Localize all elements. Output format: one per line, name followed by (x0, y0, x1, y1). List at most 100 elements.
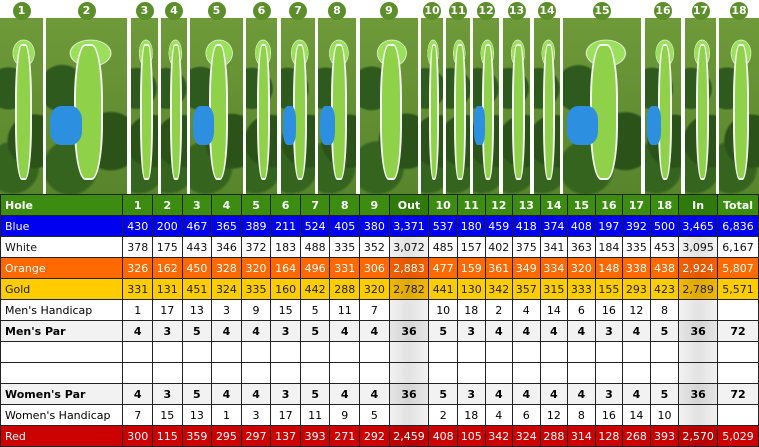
table-cell[interactable] (484, 341, 514, 363)
table-cell[interactable] (512, 362, 541, 384)
row-label: Blue (0, 215, 124, 237)
hole-map-5[interactable] (190, 18, 243, 194)
table-cell[interactable] (649, 341, 680, 363)
hole-number-badge[interactable]: 12 (477, 2, 495, 20)
hole-map-7[interactable] (281, 18, 315, 194)
table-cell[interactable] (211, 341, 242, 363)
hole-number-badge[interactable]: 3 (135, 2, 154, 20)
hole-map-1[interactable] (0, 18, 43, 194)
table-cell[interactable] (622, 341, 651, 363)
water-hazard (566, 106, 599, 145)
hole-map-15[interactable] (563, 18, 641, 194)
table-cell[interactable] (428, 341, 458, 363)
fairway-shape (428, 44, 440, 181)
hole-map-12[interactable] (473, 18, 499, 194)
row-label (0, 341, 124, 363)
table-cell: 105 (456, 425, 486, 447)
table-cell[interactable] (240, 362, 272, 384)
table-cell[interactable] (240, 341, 272, 363)
table-cell: 314 (567, 425, 596, 447)
hole-number-badge[interactable]: 8 (328, 2, 346, 20)
table-cell[interactable] (388, 341, 430, 363)
hole-number-badge[interactable]: 6 (252, 2, 271, 20)
table-cell: 3,072 (388, 236, 430, 258)
table-cell[interactable] (539, 362, 569, 384)
table-cell[interactable] (122, 341, 153, 363)
table-cell[interactable] (484, 362, 514, 384)
table-cell[interactable] (622, 362, 651, 384)
hole-number-badge[interactable]: 13 (507, 2, 526, 20)
table-cell: 4 (359, 383, 390, 405)
hole-map-8[interactable] (318, 18, 356, 194)
table-cell[interactable] (359, 341, 390, 363)
table-cell[interactable] (329, 341, 361, 363)
table-cell[interactable] (388, 362, 430, 384)
table-cell[interactable] (456, 362, 486, 384)
table-row: Women's Par 4 3 5 4 4 3 5 4 4 36 5 3 4 4 4 4 3 4 5 36 72 (0, 383, 759, 405)
hole-map-11[interactable] (446, 18, 470, 194)
table-cell[interactable] (270, 341, 301, 363)
table-cell[interactable] (211, 362, 242, 384)
hole-map-17[interactable] (685, 18, 716, 194)
hole-map-14[interactable] (534, 18, 560, 194)
table-cell: 184 (594, 236, 624, 258)
table-cell[interactable] (181, 362, 213, 384)
table-cell[interactable] (270, 362, 301, 384)
table-cell[interactable] (678, 341, 719, 363)
table-cell[interactable] (678, 362, 719, 384)
hole-map-18[interactable] (719, 18, 759, 194)
table-cell: 338 (622, 257, 651, 279)
table-cell[interactable] (299, 362, 331, 384)
table-cell: 5,571 (717, 278, 759, 300)
table-cell[interactable] (567, 341, 596, 363)
table-cell[interactable] (152, 362, 183, 384)
table-cell: 9 (240, 299, 272, 321)
hole-map-6[interactable] (246, 18, 277, 194)
hole-number-badge[interactable]: 7 (289, 2, 307, 20)
table-cell[interactable] (181, 341, 213, 363)
hole-map-4[interactable] (161, 18, 187, 194)
table-cell[interactable] (512, 341, 541, 363)
table-cell: 5 (428, 383, 458, 405)
table-cell: 293 (622, 278, 651, 300)
table-cell: 4 (122, 383, 153, 405)
hole-map-13[interactable] (503, 18, 530, 194)
hole-map-16[interactable] (645, 18, 681, 194)
table-cell: 485 (428, 236, 458, 258)
hole-number-badge[interactable]: 9 (380, 2, 398, 20)
table-cell[interactable] (122, 362, 153, 384)
hole-number-badge[interactable]: 16 (654, 2, 672, 20)
table-cell[interactable] (456, 341, 486, 363)
hole-number-badge[interactable]: 4 (165, 2, 183, 20)
table-cell[interactable] (539, 341, 569, 363)
table-cell[interactable] (594, 341, 624, 363)
table-cell[interactable] (359, 362, 390, 384)
hole-number-badge[interactable]: 17 (691, 2, 710, 20)
hole-map-10[interactable] (421, 18, 443, 194)
table-cell[interactable] (152, 341, 183, 363)
hole-number-badge[interactable]: 2 (77, 2, 96, 20)
column-header: 12 (484, 194, 514, 216)
table-cell[interactable] (567, 362, 596, 384)
table-cell[interactable] (594, 362, 624, 384)
table-cell[interactable] (428, 362, 458, 384)
table-cell: 4 (484, 404, 514, 426)
hole-map-9[interactable] (360, 18, 418, 194)
hole-number-badge[interactable]: 15 (593, 2, 611, 20)
hole-map-3[interactable] (131, 18, 158, 194)
hole-number-badge[interactable]: 1 (12, 2, 31, 20)
table-cell[interactable] (329, 362, 361, 384)
table-cell[interactable] (717, 362, 759, 384)
table-cell: 342 (484, 278, 514, 300)
hole-number-badge[interactable]: 18 (730, 2, 748, 20)
table-cell: 5 (428, 320, 458, 342)
table-cell[interactable] (299, 341, 331, 363)
table-cell[interactable] (717, 341, 759, 363)
hole-number-badge[interactable]: 14 (538, 2, 556, 20)
hole-number-badge[interactable]: 11 (449, 2, 467, 20)
table-cell: 333 (567, 278, 596, 300)
table-cell[interactable] (649, 362, 680, 384)
hole-map-2[interactable] (46, 18, 127, 194)
hole-number-badge[interactable]: 5 (207, 2, 226, 20)
hole-number-badge[interactable]: 10 (423, 2, 441, 20)
